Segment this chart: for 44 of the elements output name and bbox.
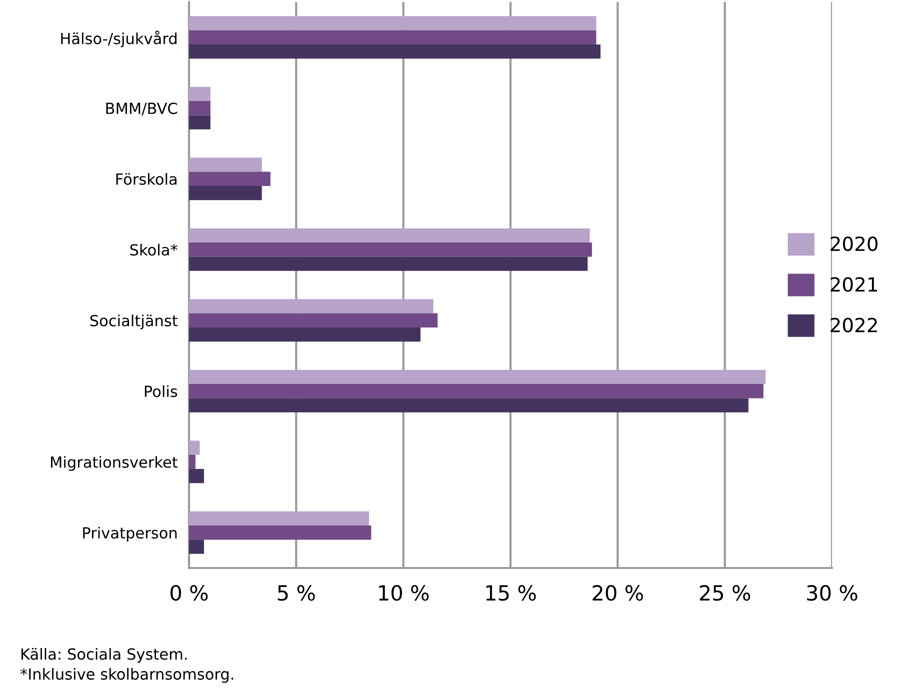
bar — [189, 16, 596, 30]
bar — [189, 115, 210, 130]
bar — [189, 186, 262, 200]
bar — [189, 327, 420, 342]
x-tick-label: 30 % — [807, 585, 858, 601]
legend-label: 2020 — [830, 236, 878, 252]
y-tick-label: BMM/BVC — [106, 102, 178, 116]
bar — [189, 540, 204, 554]
bar — [189, 228, 590, 243]
bar — [189, 511, 370, 526]
bar — [189, 468, 204, 484]
bar — [189, 30, 596, 44]
x-tick-label: 25 % — [700, 585, 750, 601]
bar — [189, 454, 196, 469]
x-tick-label: 5 % — [278, 585, 315, 601]
x-tick-label: 15 % — [486, 585, 536, 601]
bar — [189, 398, 748, 412]
y-tick-label: Förskola — [116, 173, 177, 185]
x-tick-label: 20 % — [592, 585, 643, 601]
y-tick-label: Migrationsverket — [50, 456, 178, 471]
y-tick-label: Socialtjänst — [90, 314, 178, 330]
bar — [189, 242, 592, 257]
x-tick-label: 0 % — [170, 585, 208, 601]
text: *Inklusive skolbarnsomsorg. — [20, 668, 234, 683]
y-tick-label: Polis — [144, 385, 178, 398]
bar — [189, 384, 764, 398]
bar — [189, 101, 210, 116]
y-tick-label: Hälso-/sjukvård — [61, 30, 176, 48]
bar — [189, 44, 601, 59]
bar — [189, 313, 438, 328]
text: Källa: Sociala System. — [22, 648, 187, 663]
x-tick-label: 10 % — [379, 585, 429, 601]
legend-label: 2021 — [830, 277, 878, 292]
y-tick-label: Privatperson — [83, 526, 177, 542]
bar — [189, 172, 270, 186]
bar — [189, 440, 200, 455]
bar — [189, 370, 766, 384]
bar — [189, 299, 434, 314]
legend-label: 2022 — [830, 318, 877, 332]
bar — [189, 256, 588, 271]
bar — [189, 526, 372, 540]
y-tick-label: Skola* — [130, 244, 178, 256]
bar — [189, 86, 210, 102]
bar — [189, 158, 262, 172]
